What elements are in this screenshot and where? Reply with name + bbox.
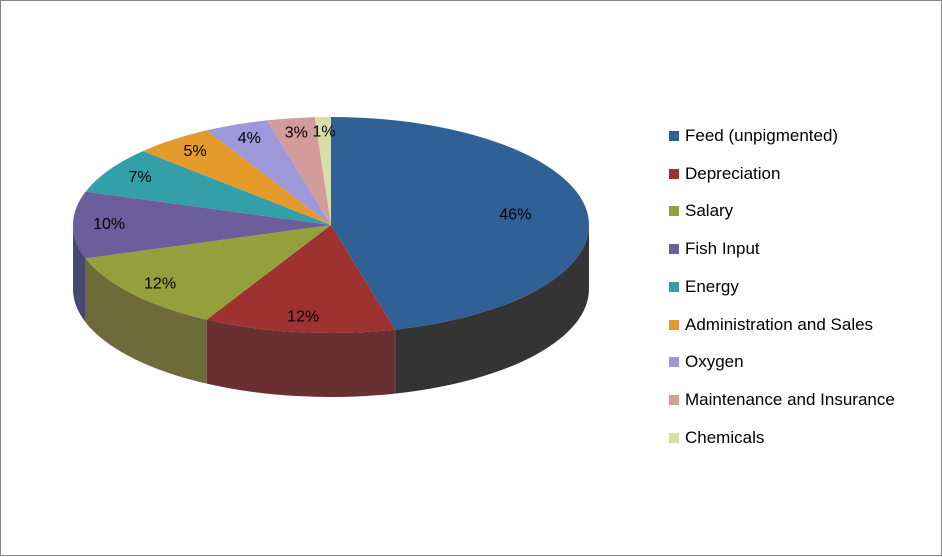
legend-label: Maintenance and Insurance [685, 390, 895, 410]
legend-label: Chemicals [685, 427, 765, 447]
slice-oxygen [206, 120, 331, 225]
legend-label: Depreciation [685, 163, 781, 183]
legend-label: Fish Input [685, 239, 760, 259]
legend-swatch [669, 130, 679, 141]
legend-swatch [669, 168, 679, 179]
legend-item-maintenance-and-insurance: Maintenance and Insurance [669, 381, 895, 419]
legend-swatch [669, 244, 679, 255]
data-label-maintenance-and-insurance: 3% [285, 124, 308, 141]
data-label-feed-unpigmented: 46% [499, 206, 531, 223]
slice-side-fish-input [73, 225, 86, 323]
legend: Feed (unpigmented) Depreciation Salary Fish… [669, 117, 895, 457]
legend-label: Administration and Sales [685, 314, 874, 334]
slice-feed-unpigmented [331, 117, 590, 330]
legend-swatch [669, 206, 679, 217]
legend-label: Feed (unpigmented) [685, 125, 839, 145]
legend-item-administration-and-sales: Administration and Sales [669, 306, 895, 344]
data-label-depreciation: 12% [287, 308, 319, 325]
legend-swatch [669, 432, 679, 443]
slice-salary [85, 225, 332, 320]
slice-depreciation [206, 225, 396, 333]
slice-side-salary [85, 258, 207, 384]
data-label-energy: 7% [128, 169, 151, 186]
data-label-fish-input: 10% [93, 216, 125, 233]
slice-administration-and-sales [142, 130, 331, 225]
slice-chemicals [314, 117, 331, 225]
slice-fish-input [72, 191, 331, 259]
slice-energy [85, 151, 332, 225]
legend-item-feed-unpigmented: Feed (unpigmented) [669, 117, 895, 155]
slice-side-feed-unpigmented [395, 225, 589, 394]
legend-item-energy: Energy [669, 268, 895, 306]
legend-label: Salary [685, 201, 734, 221]
legend-item-chemicals: Chemicals [669, 419, 895, 457]
data-label-salary: 12% [144, 275, 176, 292]
data-label-administration-and-sales: 5% [183, 143, 206, 160]
legend-item-oxygen: Oxygen [669, 344, 895, 382]
legend-swatch [669, 395, 679, 406]
legend-item-depreciation: Depreciation [669, 155, 895, 193]
data-label-chemicals: 1% [312, 123, 335, 140]
legend-swatch [669, 281, 679, 292]
slice-maintenance-and-insurance [266, 117, 331, 225]
legend-swatch [669, 357, 679, 368]
slice-side-depreciation [206, 319, 396, 397]
legend-swatch [669, 319, 679, 330]
legend-label: Oxygen [685, 352, 744, 372]
data-label-oxygen: 4% [238, 130, 261, 147]
legend-item-fish-input: Fish Input [669, 230, 895, 268]
legend-item-salary: Salary [669, 193, 895, 231]
legend-label: Energy [685, 276, 739, 296]
